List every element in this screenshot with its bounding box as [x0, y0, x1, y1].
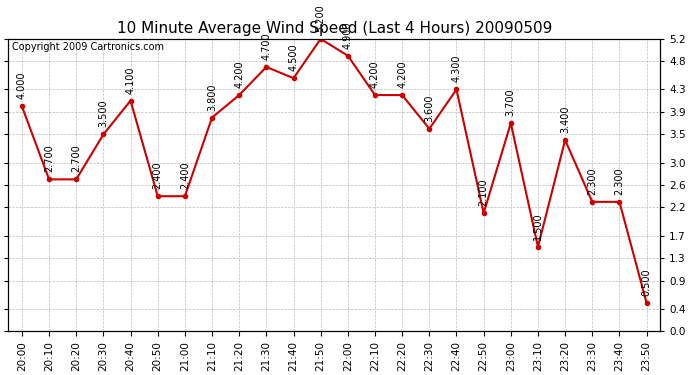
Text: 4.700: 4.700 — [262, 32, 271, 60]
Text: Copyright 2009 Cartronics.com: Copyright 2009 Cartronics.com — [12, 42, 164, 52]
Text: 1.500: 1.500 — [533, 212, 543, 240]
Text: 2.300: 2.300 — [614, 167, 624, 195]
Text: 2.300: 2.300 — [587, 167, 598, 195]
Text: 2.400: 2.400 — [152, 162, 163, 189]
Text: 5.200: 5.200 — [316, 4, 326, 32]
Text: 4.200: 4.200 — [370, 60, 380, 88]
Text: 3.500: 3.500 — [99, 100, 108, 128]
Text: 4.500: 4.500 — [288, 44, 299, 71]
Text: 3.600: 3.600 — [424, 94, 434, 122]
Text: 4.100: 4.100 — [126, 66, 135, 94]
Text: 2.400: 2.400 — [180, 162, 190, 189]
Text: 3.700: 3.700 — [506, 88, 516, 116]
Text: 2.700: 2.700 — [71, 145, 81, 172]
Text: 4.000: 4.000 — [17, 72, 27, 99]
Text: 3.800: 3.800 — [207, 83, 217, 111]
Text: 2.700: 2.700 — [44, 145, 54, 172]
Text: 0.500: 0.500 — [642, 268, 651, 296]
Text: 4.200: 4.200 — [234, 60, 244, 88]
Title: 10 Minute Average Wind Speed (Last 4 Hours) 20090509: 10 Minute Average Wind Speed (Last 4 Hou… — [117, 21, 552, 36]
Text: 3.400: 3.400 — [560, 106, 570, 133]
Text: 2.100: 2.100 — [479, 178, 489, 206]
Text: 4.900: 4.900 — [343, 21, 353, 49]
Text: 4.200: 4.200 — [397, 60, 407, 88]
Text: 4.300: 4.300 — [451, 55, 462, 82]
